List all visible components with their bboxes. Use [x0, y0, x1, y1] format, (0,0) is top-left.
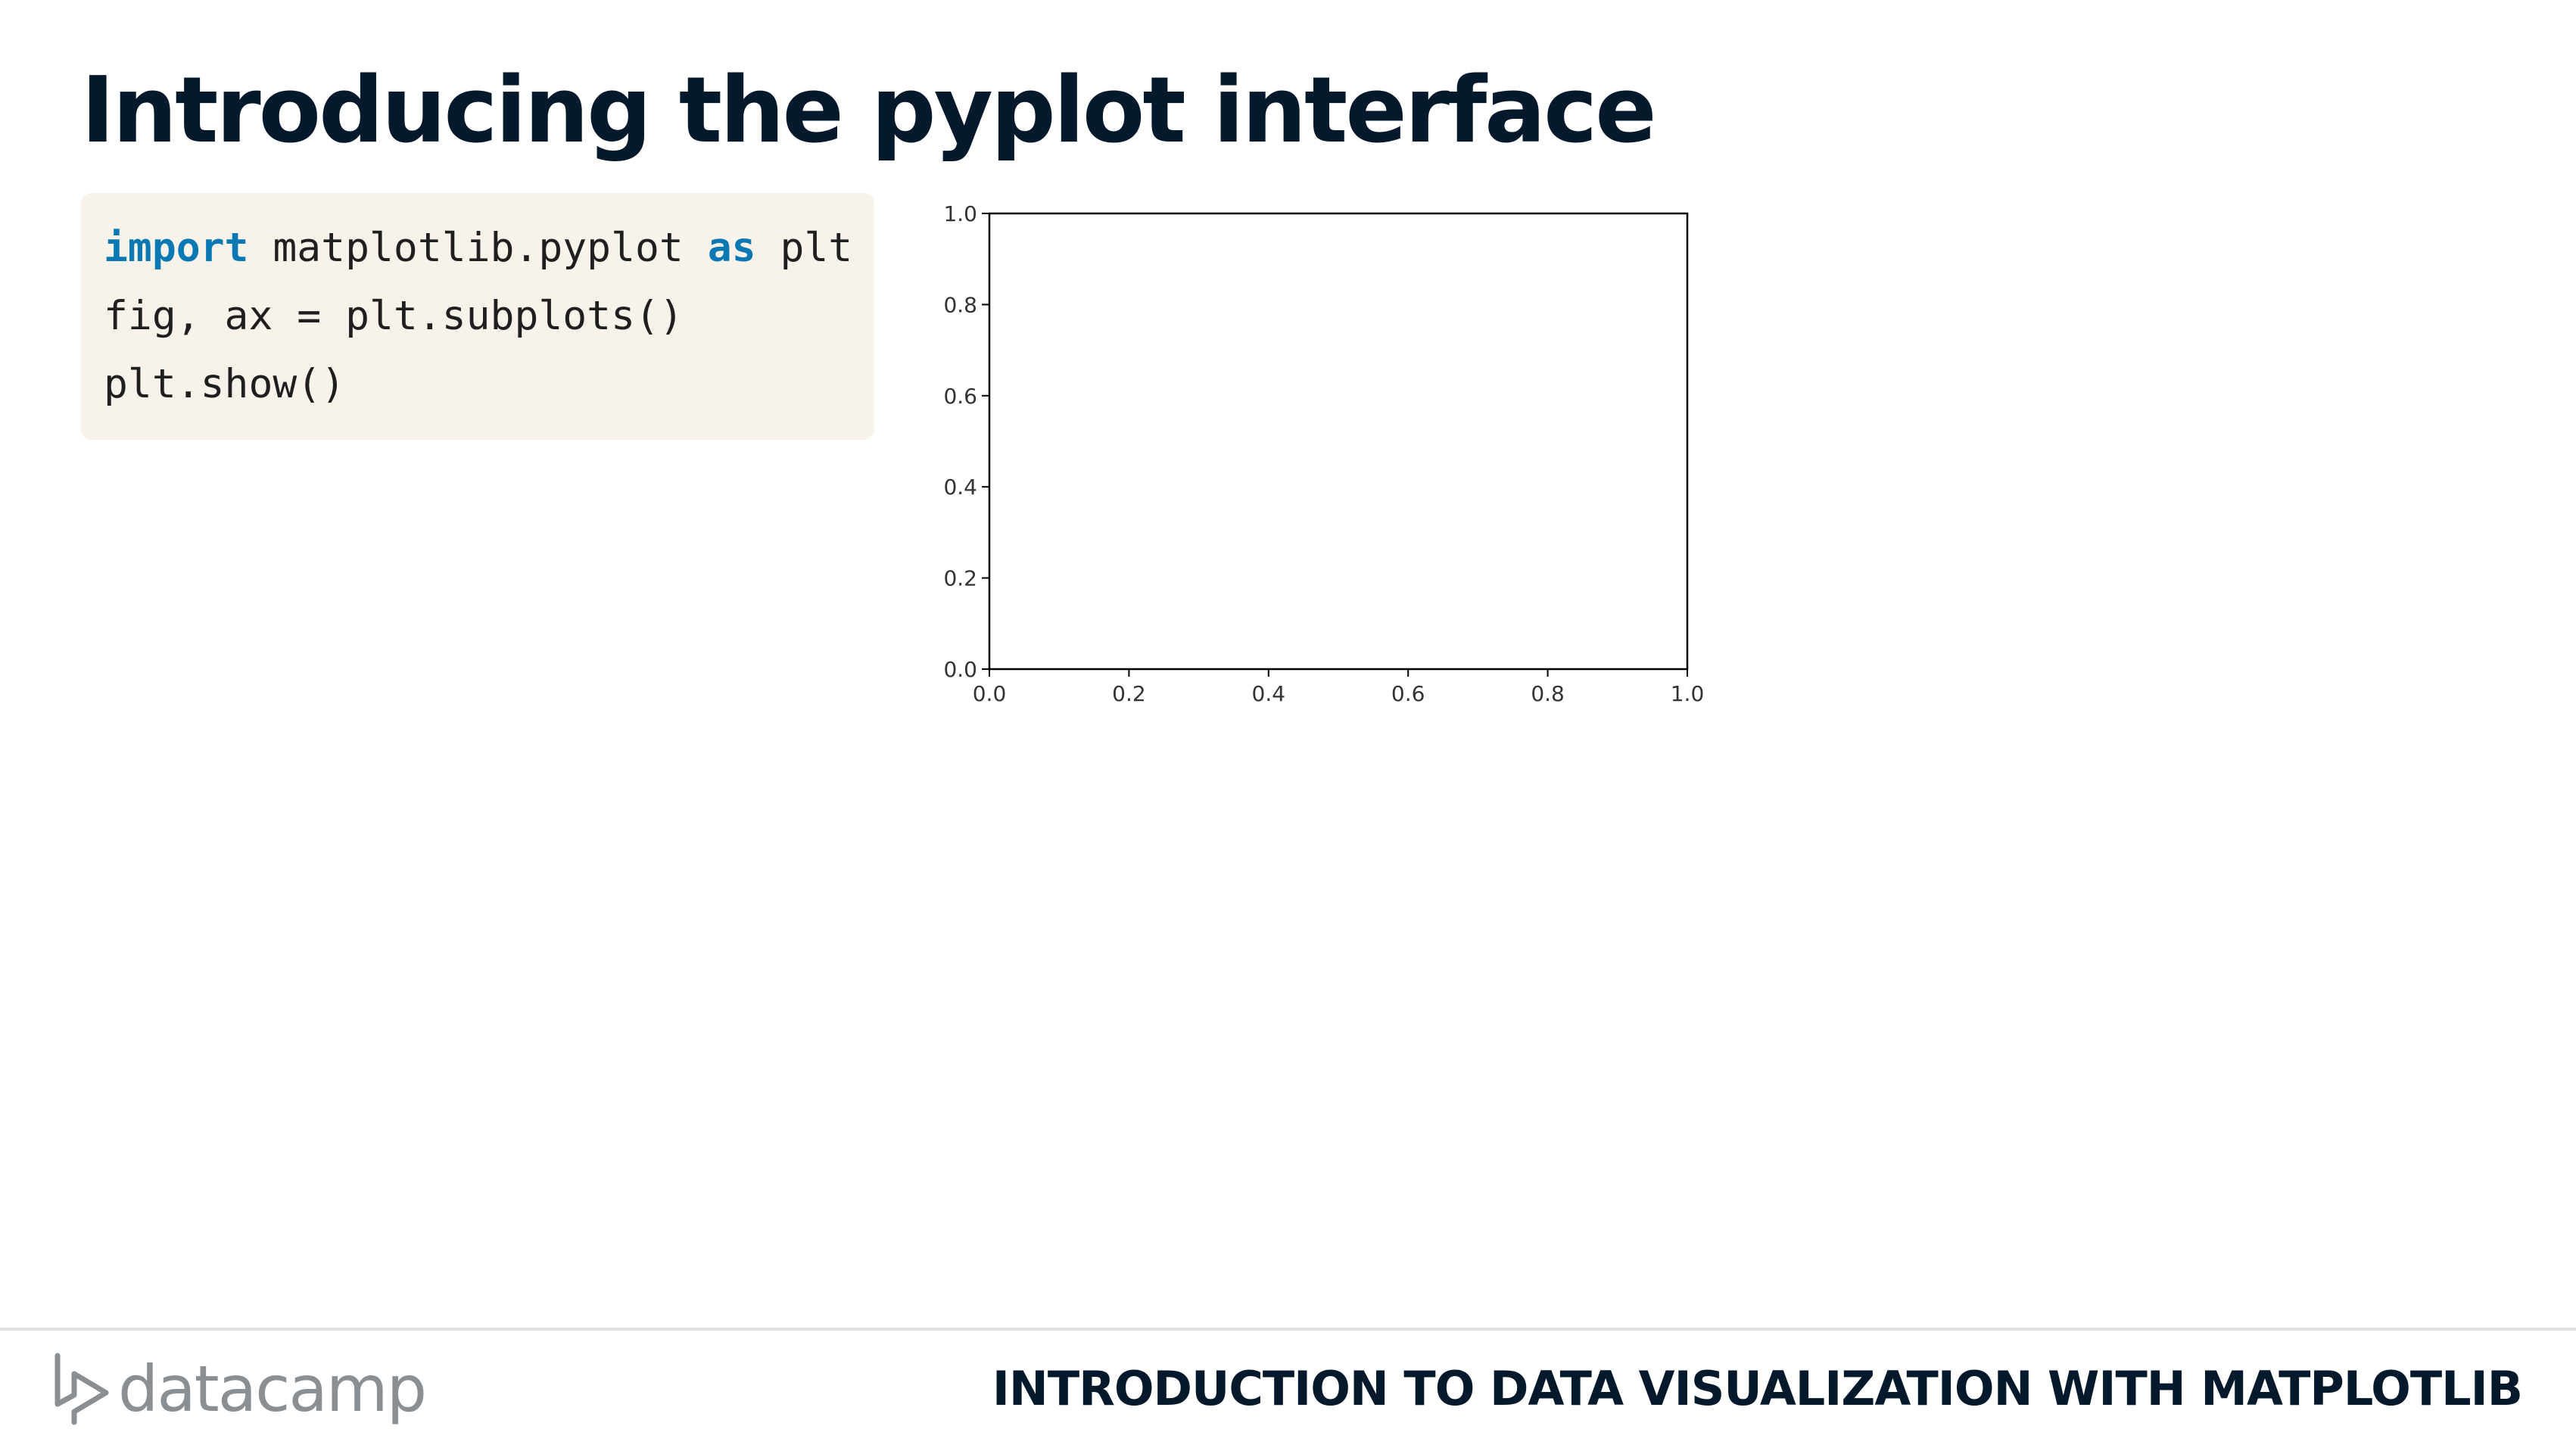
datacamp-logo: datacamp — [51, 1347, 427, 1431]
y-tick-label: 0.0 — [943, 657, 977, 682]
code-keyword-import: import — [104, 225, 249, 271]
x-tick-label: 0.2 — [1112, 681, 1146, 706]
y-tick-label: 1.0 — [943, 201, 977, 226]
code-alias: plt — [755, 225, 853, 271]
x-tick-label: 1.0 — [1671, 681, 1705, 706]
code-line-subplots: fig, ax = plt.subplots() — [104, 293, 684, 339]
code-keyword-as: as — [707, 225, 756, 271]
y-tick-label: 0.8 — [943, 292, 977, 317]
datacamp-wordmark: datacamp — [118, 1352, 427, 1426]
x-tick-label: 0.0 — [973, 681, 1007, 706]
code-line-import: import matplotlib.pyplot as plt — [104, 214, 874, 282]
datacamp-mark-icon — [55, 1353, 109, 1425]
y-tick-label: 0.4 — [943, 475, 977, 500]
x-tick-label: 0.8 — [1531, 681, 1565, 706]
x-tick-label: 0.4 — [1252, 681, 1286, 706]
footer-divider — [0, 1328, 2576, 1331]
y-tick-label: 0.6 — [943, 384, 977, 409]
code-line-show: plt.show() — [104, 361, 346, 407]
code-module: matplotlib.pyplot — [248, 225, 708, 271]
slide-title: Introducing the pyplot interface — [81, 58, 1657, 163]
x-tick-label: 0.6 — [1391, 681, 1425, 706]
y-tick-label: 0.2 — [943, 566, 977, 591]
code-block: import matplotlib.pyplot as plt fig, ax … — [81, 193, 874, 440]
axes-frame — [988, 212, 1689, 671]
empty-axes-plot: 0.0 0.2 0.4 0.6 0.8 1.0 0.0 0.2 0.4 0.6 0.8 1.0 — [943, 201, 1705, 706]
course-title: INTRODUCTION TO DATA VISUALIZATION WITH … — [992, 1361, 2523, 1416]
